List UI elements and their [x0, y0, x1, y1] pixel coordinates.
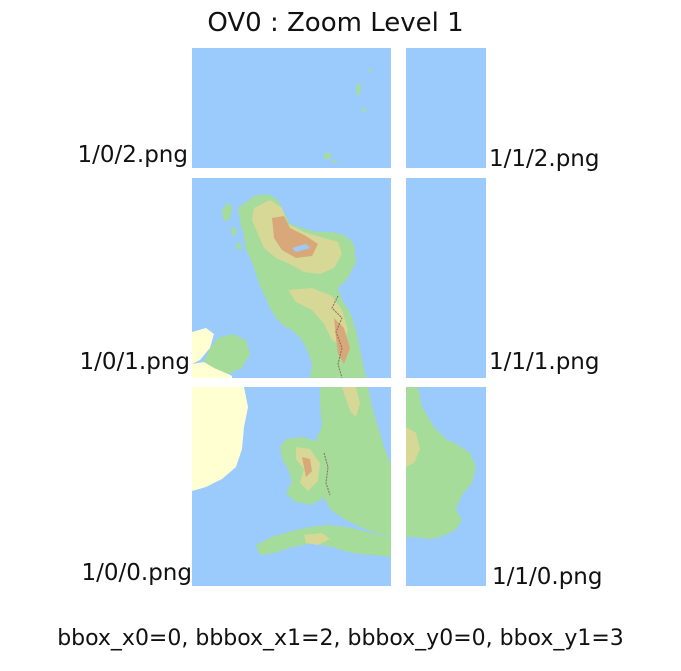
bbox-caption: bbox_x0=0, bbbox_x1=2, bbbox_y0=0, bbox_… [57, 626, 624, 651]
map-tile-1-1-1 [406, 178, 486, 378]
map-tile-1-0-1 [192, 178, 391, 378]
map-tile-1-0-2-image [192, 48, 391, 168]
tile-label-1-0-2: 1/0/2.png [77, 142, 189, 168]
map-tile-1-0-1-image [192, 178, 391, 378]
map-tile-1-0-0-image [192, 387, 391, 586]
tile-label-1-1-2: 1/1/2.png [489, 146, 600, 172]
tile-label-1-0-0: 1/0/0.png [81, 560, 193, 586]
tile-label-1-1-1: 1/1/1.png [489, 349, 600, 375]
map-tile-1-1-2 [406, 48, 486, 168]
map-tile-1-0-2 [192, 48, 391, 168]
map-tile-1-1-2-image [406, 48, 486, 168]
tile-label-1-0-1: 1/0/1.png [79, 349, 191, 375]
diagram-title: OV0 : Zoom Level 1 [207, 8, 464, 38]
map-tile-1-0-0 [192, 387, 391, 586]
map-tile-1-1-0 [406, 387, 486, 586]
map-tile-1-1-0-image [406, 387, 486, 586]
tile-label-1-1-0: 1/1/0.png [492, 564, 603, 590]
map-tile-1-1-1-image [406, 178, 486, 378]
